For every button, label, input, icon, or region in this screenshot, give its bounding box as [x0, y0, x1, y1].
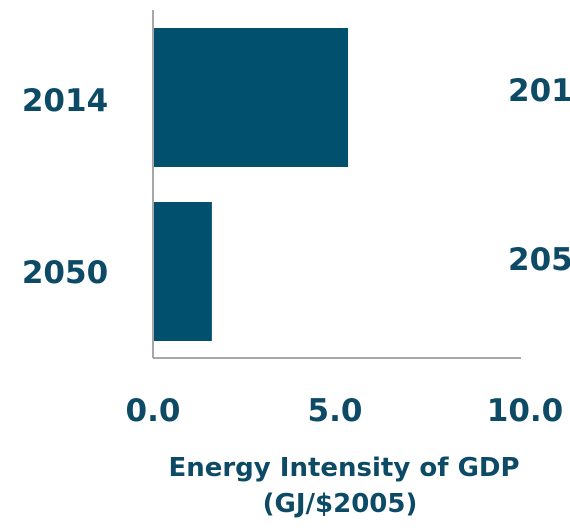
- cutoff-label-2050: 2050: [508, 242, 570, 278]
- x-tick-label-0.0: 0.0: [126, 393, 181, 429]
- bar-2014: [154, 28, 349, 167]
- cutoff-labels: 2014 2050: [508, 73, 570, 278]
- axes-layer: [152, 10, 521, 359]
- bar-2050: [154, 202, 212, 341]
- cutoff-label-2014: 2014: [508, 73, 570, 109]
- bars-layer: [154, 28, 349, 341]
- x-tick-label-5.0: 5.0: [308, 393, 363, 429]
- category-labels: 2014 2050: [22, 83, 108, 291]
- x-tick-labels: 0.0 5.0 10.0: [126, 393, 564, 429]
- x-axis-title-line-2: (GJ/$2005): [263, 489, 418, 519]
- category-label-2050: 2050: [22, 255, 108, 291]
- x-axis-title-line-1: Energy Intensity of GDP: [168, 453, 519, 483]
- x-tick-label-10.0: 10.0: [487, 393, 564, 429]
- category-label-2014: 2014: [22, 83, 108, 119]
